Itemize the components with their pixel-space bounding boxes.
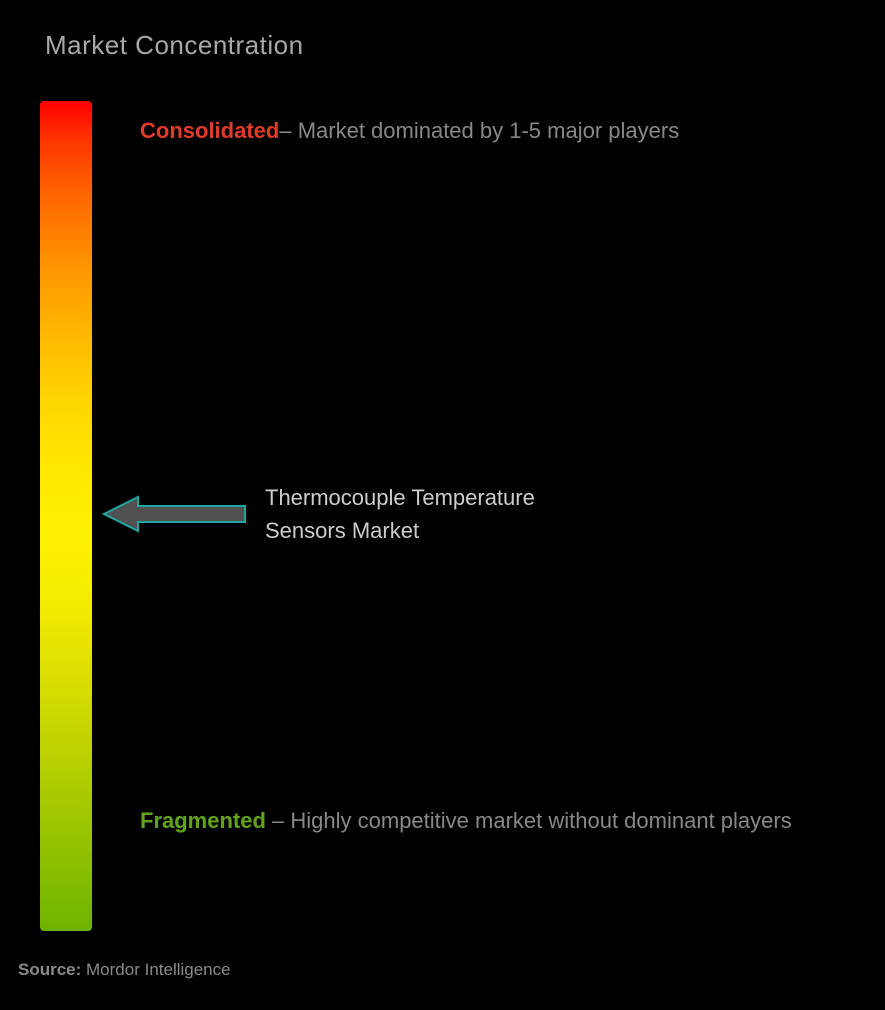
source-label: Source: xyxy=(18,960,81,979)
consolidated-label: Consolidated– Market dominated by 1-5 ma… xyxy=(140,106,825,157)
fragmented-keyword: Fragmented xyxy=(140,808,266,833)
chart-title: Market Concentration xyxy=(45,30,845,61)
consolidated-keyword: Consolidated xyxy=(140,118,279,143)
market-marker: Thermocouple Temperature Sensors Market xyxy=(102,481,605,547)
arrow-left-icon xyxy=(102,493,247,535)
source-line: Source: Mordor Intelligence xyxy=(18,960,231,980)
consolidated-description: – Market dominated by 1-5 major players xyxy=(279,118,679,143)
concentration-gradient-bar xyxy=(40,101,92,931)
marker-label: Thermocouple Temperature Sensors Market xyxy=(265,481,605,547)
content-area: Consolidated– Market dominated by 1-5 ma… xyxy=(40,101,845,931)
source-value: Mordor Intelligence xyxy=(81,960,230,979)
fragmented-description: – Highly competitive market without domi… xyxy=(266,808,792,833)
fragmented-label: Fragmented – Highly competitive market w… xyxy=(140,796,825,847)
